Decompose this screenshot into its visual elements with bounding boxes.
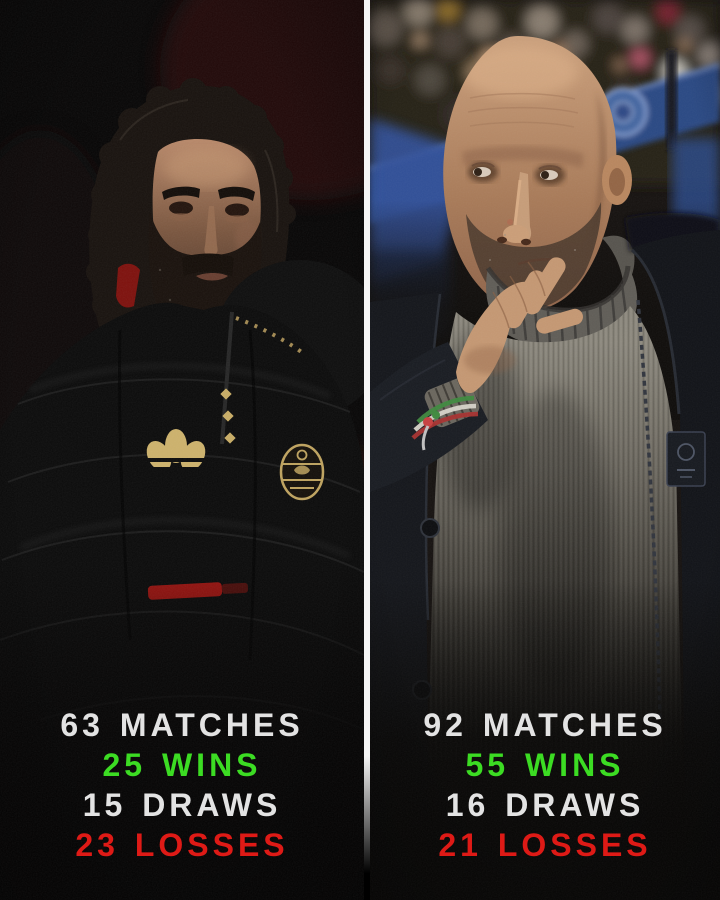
stat-wins: 55 WINS <box>465 747 625 783</box>
stat-wins: 25 WINS <box>102 747 262 783</box>
left-stats-block: 63 MATCHES 25 WINS 15 DRAWS 23 LOSSES <box>0 705 364 865</box>
right-stats-block: 92 MATCHES 55 WINS 16 DRAWS 21 LOSSES <box>370 705 720 865</box>
stat-draws: 15 DRAWS <box>82 787 282 823</box>
stat-matches: 63 MATCHES <box>60 707 304 743</box>
right-manager-photo <box>370 0 720 900</box>
stat-matches: 92 MATCHES <box>423 707 667 743</box>
right-panel: 92 MATCHES 55 WINS 16 DRAWS 21 LOSSES <box>370 0 720 900</box>
stat-losses: 23 LOSSES <box>75 827 289 863</box>
stat-losses: 21 LOSSES <box>438 827 652 863</box>
left-manager-photo <box>0 0 364 900</box>
left-panel: 63 MATCHES 25 WINS 15 DRAWS 23 LOSSES <box>0 0 364 900</box>
stat-draws: 16 DRAWS <box>445 787 645 823</box>
panel-divider <box>364 0 370 900</box>
